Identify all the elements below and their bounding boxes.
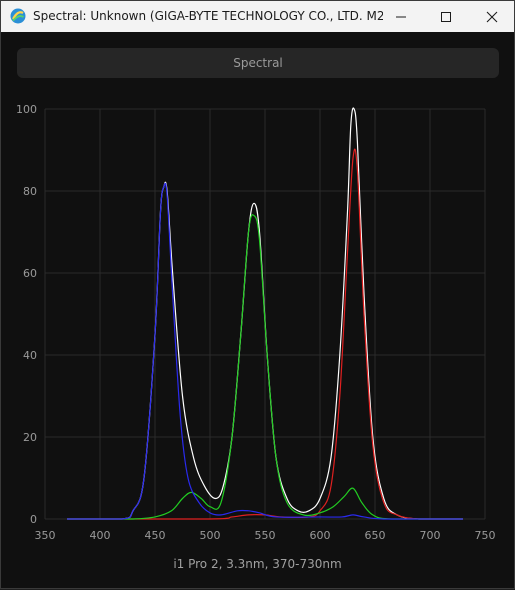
chart-series (67, 107, 463, 520)
x-tick-label: 750 (475, 529, 496, 542)
y-tick-label: 40 (23, 349, 37, 362)
y-tick-label: 80 (23, 185, 37, 198)
y-tick-label: 100 (16, 103, 37, 116)
x-tick-label: 350 (35, 529, 56, 542)
x-tick-label: 500 (200, 529, 221, 542)
y-tick-label: 0 (30, 513, 37, 526)
x-tick-label: 450 (145, 529, 166, 542)
minimize-button[interactable] (378, 1, 423, 32)
y-tick-label: 60 (23, 267, 37, 280)
app-icon (10, 8, 26, 24)
series-line-green (67, 214, 463, 520)
minimize-icon (395, 16, 406, 17)
x-tick-label: 700 (420, 529, 441, 542)
title-bar[interactable]: Spectral: Unknown (GIGA-BYTE TECHNOLOGY … (1, 1, 514, 32)
maximize-button[interactable] (423, 1, 468, 32)
spectral-header-label: Spectral (233, 56, 283, 70)
maximize-icon (440, 11, 451, 22)
window-title: Spectral: Unknown (GIGA-BYTE TECHNOLOGY … (33, 9, 383, 23)
chart-ticks: 350 400 450 500 550 600 650 700 750 0 20 40 60 80 100 (16, 103, 496, 542)
y-tick-label: 20 (23, 431, 37, 444)
instrument-caption: i1 Pro 2, 3.3nm, 370-730nm (173, 557, 342, 571)
series-line-blue (67, 182, 463, 520)
close-icon (486, 11, 497, 22)
x-tick-label: 400 (90, 529, 111, 542)
x-tick-label: 650 (365, 529, 386, 542)
close-button[interactable] (469, 1, 514, 32)
x-tick-label: 600 (310, 529, 331, 542)
spectral-header-button[interactable]: Spectral (17, 48, 499, 78)
series-line-red (67, 148, 463, 520)
x-tick-label: 550 (255, 529, 276, 542)
